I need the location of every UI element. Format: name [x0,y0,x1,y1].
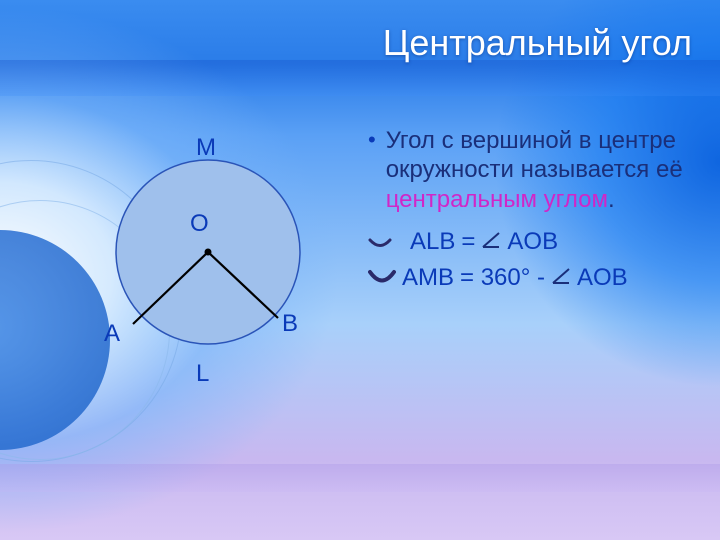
equation-line-1: ALB = AOB [368,228,698,256]
eq1-eq: = [461,228,475,256]
footer-band [0,464,720,492]
arc-big-icon [368,264,396,292]
label-L: L [196,360,209,388]
content-block: • Угол с вершиной в центре окружности на… [368,126,698,292]
eq2-angle-label: AOB [577,264,628,292]
definition-prefix: Угол с вершиной в центре окружности назы… [386,127,683,183]
eq1-arc-label: ALB [410,228,455,256]
definition-row: • Угол с вершиной в центре окружности на… [368,126,698,214]
angle-icon [481,228,501,256]
label-A: A [104,320,120,348]
label-M: M [196,134,216,162]
angle-icon [551,264,571,292]
arc-small-icon [368,228,392,256]
definition-highlight: центральным углом [386,186,608,213]
equation-line-2: AMB = 360° - AOB [368,264,698,292]
center-point [205,249,212,256]
eq2-eq: = 360° - [460,264,545,292]
diagram-svg [78,132,338,392]
eq2-arc-label: AMB [402,264,454,292]
definition-text: Угол с вершиной в центре окружности назы… [386,126,698,214]
bullet-icon: • [368,126,376,154]
circle-diagram: M O A B L [78,132,338,412]
eq1-angle-label: AOB [507,228,558,256]
label-B: B [282,310,298,338]
definition-suffix: . [608,186,615,213]
page-title: Центральный угол [383,22,692,64]
label-O: O [190,210,209,238]
header-band [0,60,720,96]
